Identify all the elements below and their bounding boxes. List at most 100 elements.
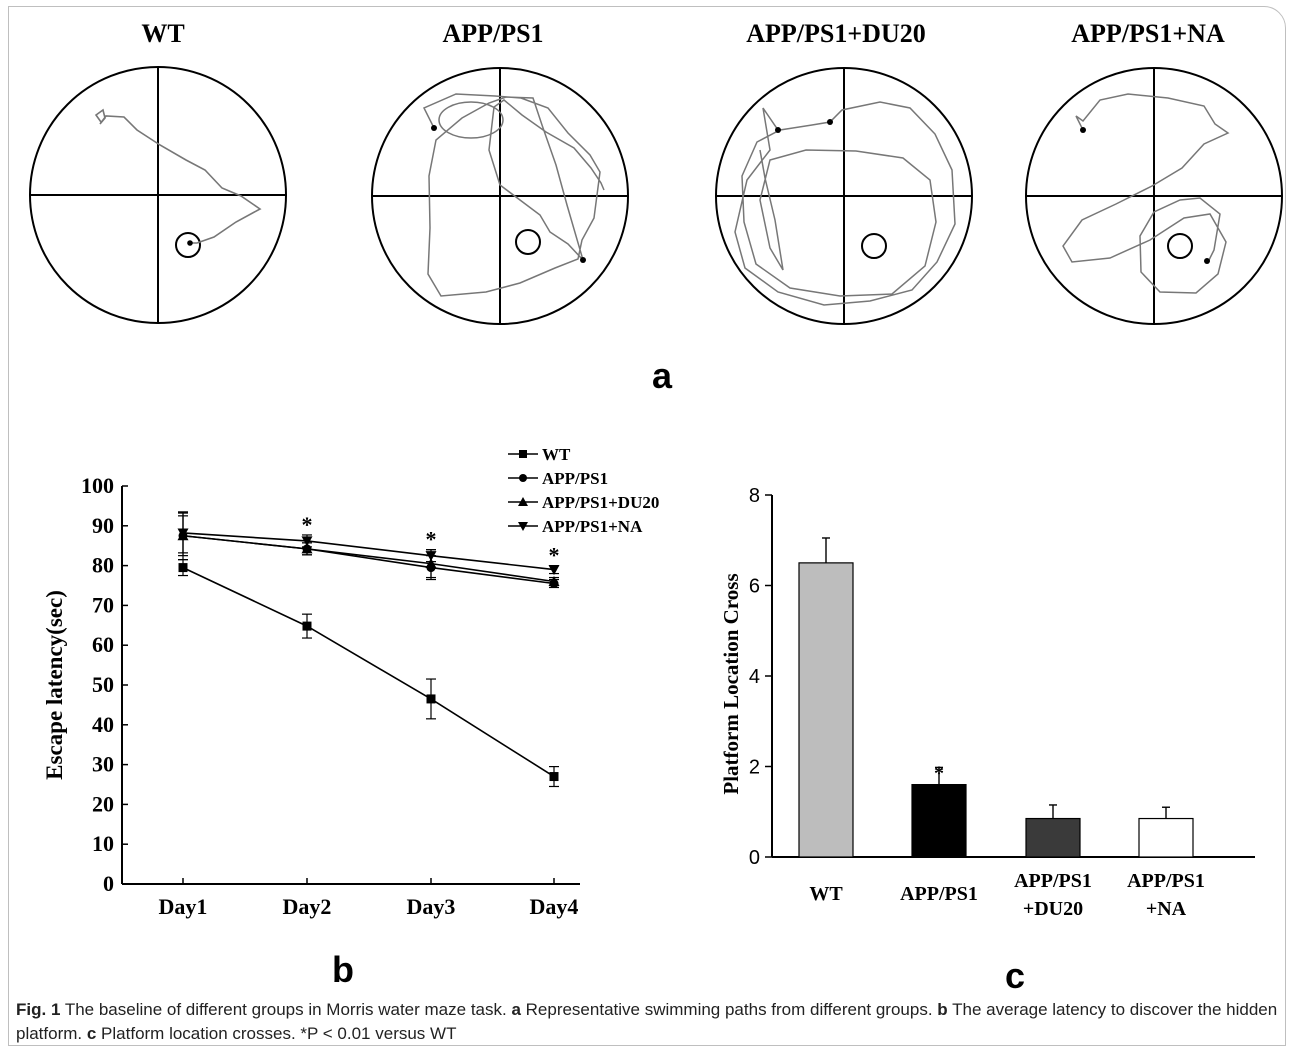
- swim-path: [1062, 93, 1230, 294]
- maze-app-ps1-du20: [715, 67, 973, 325]
- maze-wt: [29, 66, 287, 324]
- maze-title-app-ps1: APP/PS1: [442, 19, 543, 48]
- swim-path: [94, 108, 262, 244]
- x-tick-label: APP/PS1: [1014, 870, 1092, 892]
- maze-title-wt: WT: [141, 19, 184, 48]
- data-point: [548, 576, 560, 587]
- figure-frame: [8, 6, 1286, 1046]
- series-app-ps1-na: [177, 512, 560, 576]
- y-tick-label: 0: [749, 847, 760, 869]
- caption-a-label: a: [511, 1000, 521, 1019]
- swim-path: [734, 101, 956, 306]
- y-tick-label: 50: [92, 672, 114, 697]
- bar: [911, 783, 967, 858]
- maze-app-ps1: [371, 67, 629, 325]
- data-point: [178, 563, 188, 573]
- legend-marker: [519, 474, 527, 482]
- legend: WT APP/PS1 APP/PS1+DU20 APP/PS1+NA: [508, 445, 659, 536]
- data-point: [301, 543, 313, 554]
- x-tick-label: Day2: [283, 894, 332, 919]
- maze-platform: [1167, 233, 1193, 259]
- bar-1: WT: [798, 537, 854, 905]
- y-tick-label: 70: [92, 592, 114, 617]
- swim-start-dot: [431, 125, 437, 131]
- y-tick-label: 8: [749, 485, 760, 507]
- caption-a-text: Representative swimming paths from diffe…: [520, 1000, 938, 1019]
- maze-app-ps1-na: [1025, 67, 1283, 325]
- data-point: [302, 621, 312, 631]
- data-point: [425, 558, 437, 569]
- y-tick-label: 90: [92, 513, 114, 538]
- x-tick-label: +NA: [1146, 898, 1187, 920]
- legend-marker: [518, 522, 528, 531]
- series-line: [182, 532, 555, 571]
- figure-canvas: WT APP/PS1 APP/PS1 +DU20 APP/PS1 +NA: [29, 19, 1283, 996]
- y-axis-label: Platform Location Cross: [719, 573, 743, 794]
- legend-label: APP/PS1+DU20: [542, 493, 659, 512]
- data-point: [426, 694, 436, 704]
- x-tick-label: APP/PS1: [900, 883, 978, 905]
- bar-4: APP/PS1 +NA: [1127, 806, 1205, 920]
- legend-label: WT: [542, 445, 571, 464]
- x-tick-label: Day3: [407, 894, 456, 919]
- significance-marker: *: [934, 762, 944, 784]
- caption-b-text: The average latency to discover the hidd…: [16, 1000, 1278, 1043]
- x-tick-label: WT: [809, 883, 843, 905]
- legend-label: APP/PS1: [542, 469, 608, 488]
- data-point: [548, 565, 560, 576]
- y-tick-label: 2: [749, 757, 760, 779]
- swim-loop: [438, 101, 504, 139]
- swim-end-dot: [580, 257, 586, 263]
- significance-marker: *: [549, 543, 560, 568]
- y-axis-label: Escape latency(sec): [42, 590, 67, 780]
- y-tick-label: 6: [749, 576, 760, 598]
- x-tick-label: Day4: [530, 894, 579, 919]
- caption-b-label: b: [937, 1000, 948, 1019]
- legend-marker: [519, 450, 527, 458]
- significance-marker: *: [302, 512, 313, 537]
- series-line: [182, 566, 555, 778]
- bar-2: APP/PS1: [900, 766, 978, 905]
- figure-caption: Fig. 1 The baseline of different groups …: [16, 998, 1280, 1046]
- x-tick-label: +DU20: [1023, 898, 1083, 920]
- y-tick-label: 60: [92, 632, 114, 657]
- series-wt: [178, 559, 559, 788]
- significance-marker: *: [426, 527, 437, 552]
- data-point: [177, 528, 189, 539]
- y-tick-label: 20: [92, 791, 114, 816]
- x-tick-label: Day1: [159, 894, 208, 919]
- y-tick-label: 0: [103, 871, 114, 896]
- x-tick-label: APP/PS1: [1127, 870, 1205, 892]
- data-point: [301, 536, 313, 547]
- swim-start-dot: [1080, 127, 1086, 133]
- panel-a-label: a: [652, 355, 673, 396]
- y-tick-label: 10: [92, 831, 114, 856]
- y-tick-label: 100: [81, 473, 114, 498]
- caption-c-label: c: [86, 1024, 97, 1043]
- swim-end-dot: [1204, 258, 1210, 264]
- series-line: [182, 534, 555, 583]
- panel-b-label: b: [332, 949, 354, 990]
- y-tick-label: 4: [749, 666, 760, 688]
- maze-platform: [175, 232, 201, 258]
- legend-marker: [518, 497, 528, 506]
- data-point: [549, 772, 559, 782]
- maze-title-app-ps1-du20: APP/PS1+DU20: [746, 19, 925, 48]
- swim-path: [422, 93, 605, 297]
- caption-fig-label: Fig. 1: [16, 1000, 61, 1019]
- maze-platform: [861, 233, 887, 259]
- y-tick-label: 40: [92, 712, 114, 737]
- caption-intro: The baseline of different groups in Morr…: [60, 1000, 512, 1019]
- maze-title-app-ps1-na: APP/PS1+NA: [1071, 19, 1225, 48]
- legend-label: APP/PS1+NA: [542, 517, 643, 536]
- bar: [1025, 817, 1081, 858]
- swim-end-dot: [827, 119, 833, 125]
- bar: [1138, 817, 1194, 858]
- bar: [798, 562, 854, 858]
- y-tick-label: 80: [92, 553, 114, 578]
- maze-platform: [515, 229, 541, 255]
- escape-latency-chart: 0 10 20 30 40 50 60 70 80 90 100 Day1 Day2 Day3 Day4 Es…: [42, 445, 659, 919]
- y-tick-label: 30: [92, 752, 114, 777]
- swim-start-dot: [775, 127, 781, 133]
